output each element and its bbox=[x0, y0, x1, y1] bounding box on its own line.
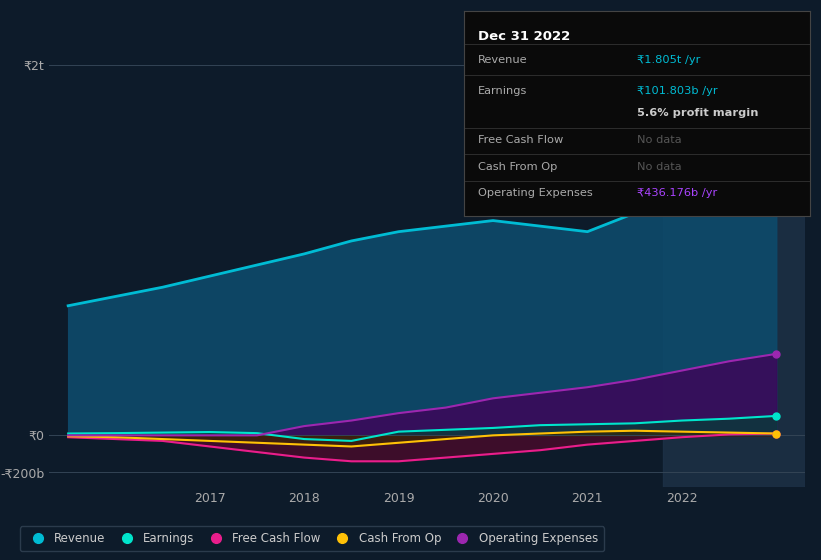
Text: ₹436.176b /yr: ₹436.176b /yr bbox=[637, 188, 718, 198]
Text: Free Cash Flow: Free Cash Flow bbox=[478, 135, 563, 145]
Bar bbox=[663, 28, 805, 487]
Text: 5.6% profit margin: 5.6% profit margin bbox=[637, 109, 759, 118]
Text: Dec 31 2022: Dec 31 2022 bbox=[478, 30, 570, 43]
Text: ₹1.805t /yr: ₹1.805t /yr bbox=[637, 55, 700, 66]
Legend: Revenue, Earnings, Free Cash Flow, Cash From Op, Operating Expenses: Revenue, Earnings, Free Cash Flow, Cash … bbox=[20, 526, 604, 551]
Text: Cash From Op: Cash From Op bbox=[478, 161, 557, 171]
Text: Earnings: Earnings bbox=[478, 86, 527, 96]
Text: No data: No data bbox=[637, 135, 681, 145]
Text: Revenue: Revenue bbox=[478, 55, 527, 66]
Text: No data: No data bbox=[637, 161, 681, 171]
Text: ₹101.803b /yr: ₹101.803b /yr bbox=[637, 86, 718, 96]
Text: Operating Expenses: Operating Expenses bbox=[478, 188, 593, 198]
